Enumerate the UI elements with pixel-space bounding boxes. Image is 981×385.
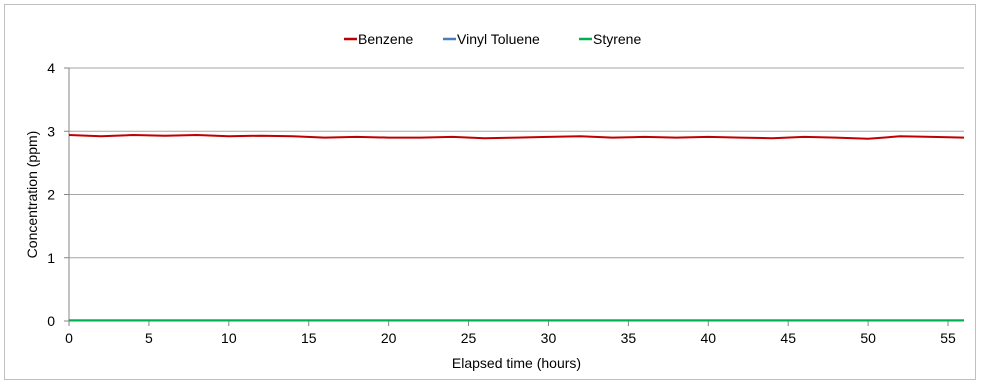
x-tick-label: 40 — [700, 330, 716, 346]
x-tick-label: 25 — [461, 330, 477, 346]
y-tick-label: 2 — [47, 187, 55, 203]
x-tick-label: 0 — [65, 330, 73, 346]
chart-frame — [4, 4, 976, 380]
y-axis-title: Concentration (ppm) — [24, 131, 40, 259]
series-lines — [68, 134, 965, 322]
x-tick-label: 20 — [381, 330, 397, 346]
legend-label: Benzene — [358, 31, 413, 47]
y-tick-label: 4 — [47, 60, 55, 76]
x-tick-label: 45 — [780, 330, 796, 346]
gridlines — [69, 67, 964, 259]
x-tick-label: 55 — [940, 330, 956, 346]
x-tick-label: 15 — [301, 330, 317, 346]
y-tick-label: 3 — [47, 123, 55, 139]
legend-label: Styrene — [593, 31, 641, 47]
x-tick-label: 10 — [221, 330, 237, 346]
y-tick-label: 0 — [47, 313, 55, 329]
series-line-benzene — [68, 134, 965, 140]
x-tick-label: 50 — [860, 330, 876, 346]
legend-label: Vinyl Toluene — [457, 31, 540, 47]
x-tick-label: 30 — [541, 330, 557, 346]
x-tick-label: 5 — [145, 330, 153, 346]
y-tick-label: 1 — [47, 250, 55, 266]
x-axis-title: Elapsed time (hours) — [452, 355, 581, 371]
x-tick-label: 35 — [621, 330, 637, 346]
legend: Benzene Vinyl Toluene Styrene — [344, 31, 641, 47]
